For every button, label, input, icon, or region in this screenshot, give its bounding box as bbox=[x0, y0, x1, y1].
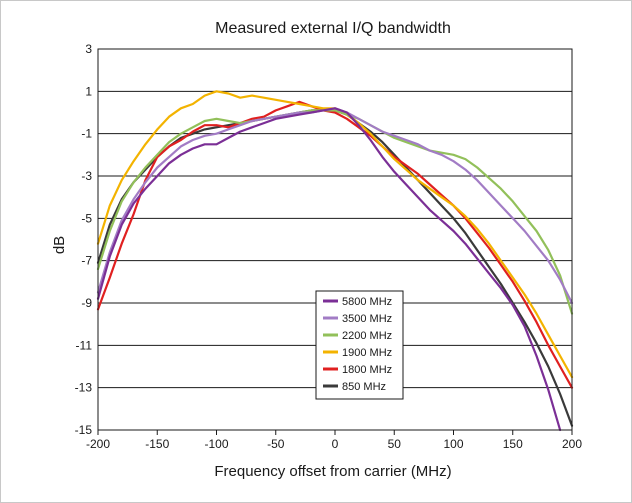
y-tick-label: -7 bbox=[81, 254, 92, 268]
y-tick-label: -3 bbox=[81, 169, 92, 183]
y-tick-label: -5 bbox=[81, 211, 92, 225]
x-tick-label: -50 bbox=[267, 437, 285, 451]
y-axis-label: dB bbox=[51, 236, 68, 254]
x-tick-label: 200 bbox=[562, 437, 582, 451]
x-tick-label: -200 bbox=[86, 437, 110, 451]
series-line-1800-mhz bbox=[96, 100, 574, 389]
y-tick-label: -15 bbox=[75, 423, 93, 437]
series-line-2200-mhz bbox=[96, 109, 574, 315]
series-line-5800-mhz bbox=[96, 107, 562, 432]
x-tick-label: -100 bbox=[204, 437, 228, 451]
chart-title: Measured external I/Q bandwidth bbox=[215, 20, 451, 37]
series-lines bbox=[96, 90, 574, 432]
legend-entry-label: 2200 MHz bbox=[342, 330, 392, 342]
x-tick-label: -150 bbox=[145, 437, 169, 451]
y-tick-label: -1 bbox=[81, 127, 92, 141]
y-tick-label: -9 bbox=[81, 296, 92, 310]
axes: 3 1 -1 -3 -5 -7 -9 -11 -13 -15-200 -150 -100 -50 0 50 1… bbox=[75, 42, 583, 451]
y-tick-label: -13 bbox=[75, 381, 93, 395]
x-axis-label: Frequency offset from carrier (MHz) bbox=[214, 463, 451, 480]
legend-entry-label: 1800 MHz bbox=[342, 364, 392, 376]
y-tick-label: 1 bbox=[85, 84, 92, 98]
y-tick-label: 3 bbox=[85, 42, 92, 56]
legend-entry-label: 850 MHz bbox=[342, 381, 386, 393]
legend-entry-label: 3500 MHz bbox=[342, 313, 392, 325]
legend-box bbox=[315, 290, 404, 400]
x-tick-label: 150 bbox=[503, 437, 523, 451]
x-tick-label: 100 bbox=[443, 437, 463, 451]
legend-entry-label: 1900 MHz bbox=[342, 347, 392, 359]
x-tick-label: 50 bbox=[388, 437, 402, 451]
legend: 5800 MHz 3500 MHz 2200 MHz 1900 MHz 1800 MHz… bbox=[315, 290, 404, 400]
legend-entry-label: 5800 MHz bbox=[342, 296, 392, 308]
y-tick-label: -11 bbox=[76, 338, 93, 352]
x-tick-label: 0 bbox=[332, 437, 339, 451]
